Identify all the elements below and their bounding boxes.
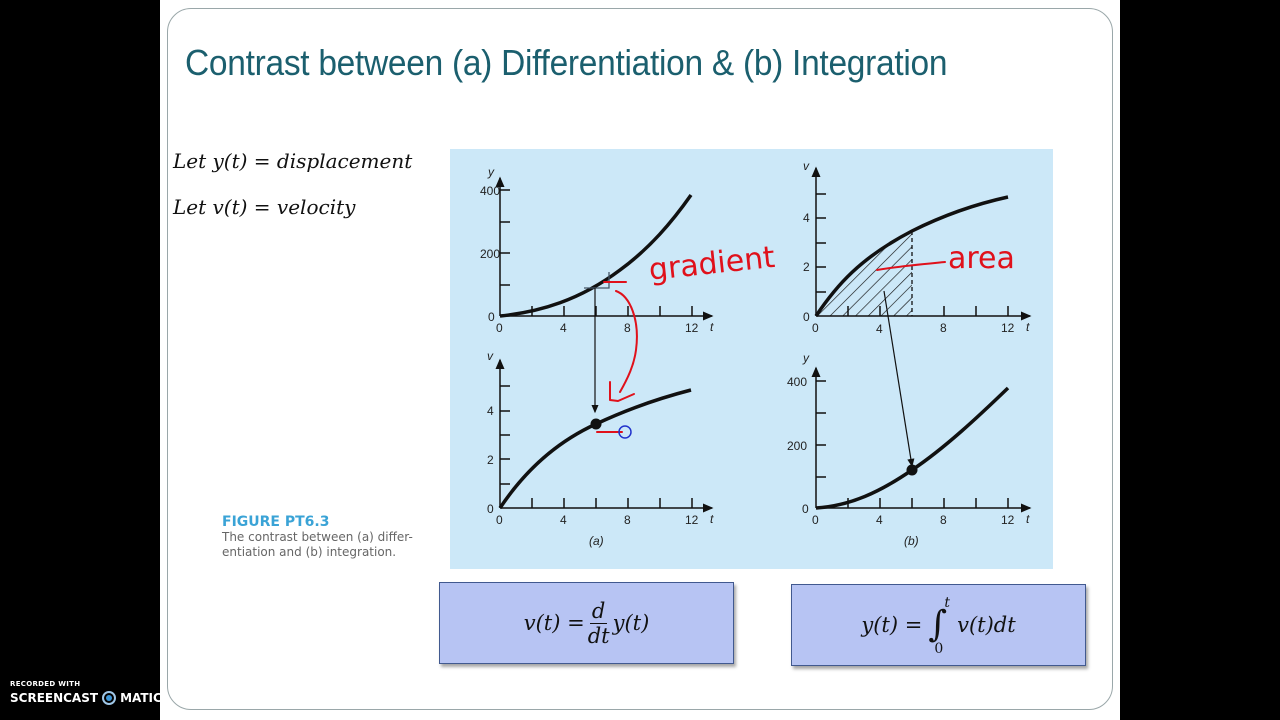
fraction-numerator: d bbox=[589, 598, 608, 624]
figure-caption: FIGURE PT6.3 The contrast between (a) di… bbox=[222, 514, 442, 560]
svg-text:t: t bbox=[710, 512, 714, 526]
watermark-brand-right: MATIC bbox=[120, 691, 162, 705]
record-icon bbox=[102, 691, 117, 705]
svg-text:4: 4 bbox=[876, 513, 883, 527]
figure-caption-title: FIGURE PT6.3 bbox=[222, 514, 330, 530]
watermark-recorded-with: RECORDED WITH bbox=[10, 680, 81, 688]
svg-text:200: 200 bbox=[787, 439, 807, 453]
integral-equation-box: y(t) = ∫ t 0 v(t)dt bbox=[791, 584, 1086, 666]
derivative-lhs: v(t) = bbox=[523, 611, 585, 635]
svg-text:0: 0 bbox=[802, 502, 809, 516]
chart-b-top: 4 2 0 0 4 8 12 t v bbox=[803, 159, 1032, 468]
svg-text:0: 0 bbox=[812, 321, 819, 335]
svg-text:y: y bbox=[802, 351, 810, 365]
integral-icon: ∫ bbox=[928, 604, 948, 645]
integral-upper-limit: t bbox=[944, 595, 950, 611]
svg-text:0: 0 bbox=[487, 502, 494, 516]
svg-text:v: v bbox=[487, 349, 494, 363]
chart-b-bottom: 400 200 0 0 4 8 12 t y (b) bbox=[787, 351, 1032, 548]
svg-text:8: 8 bbox=[624, 513, 631, 527]
svg-text:8: 8 bbox=[940, 321, 947, 335]
figure-caption-line2: entiation and (b) integration. bbox=[222, 545, 397, 559]
figure-background bbox=[450, 149, 1053, 569]
integral-lower-limit: 0 bbox=[934, 641, 944, 657]
svg-text:v: v bbox=[803, 159, 810, 173]
svg-text:200: 200 bbox=[480, 247, 500, 261]
svg-text:0: 0 bbox=[812, 513, 819, 527]
fraction-denominator: dt bbox=[587, 623, 610, 648]
svg-text:12: 12 bbox=[1001, 513, 1015, 527]
svg-text:4: 4 bbox=[560, 513, 567, 527]
derivative-equation-box: v(t) = d dt y(t) bbox=[439, 582, 734, 664]
svg-text:(b): (b) bbox=[904, 534, 919, 548]
svg-text:t: t bbox=[1026, 320, 1030, 334]
svg-text:4: 4 bbox=[876, 322, 883, 336]
slide-frame bbox=[167, 8, 1113, 710]
svg-text:y: y bbox=[487, 165, 495, 179]
svg-text:0: 0 bbox=[488, 310, 495, 324]
svg-text:8: 8 bbox=[940, 513, 947, 527]
svg-text:0: 0 bbox=[803, 310, 810, 324]
chart-a-top: 400 200 0 0 4 8 12 t y bbox=[480, 165, 714, 414]
svg-text:400: 400 bbox=[480, 184, 500, 198]
svg-text:t: t bbox=[710, 320, 714, 334]
svg-text:12: 12 bbox=[685, 513, 699, 527]
svg-text:(a): (a) bbox=[589, 534, 604, 548]
svg-text:t: t bbox=[1026, 512, 1030, 526]
svg-text:12: 12 bbox=[1001, 321, 1015, 335]
figure-caption-line1: The contrast between (a) differ- bbox=[222, 530, 413, 544]
screencast-watermark: RECORDED WITH SCREENCAST MATIC bbox=[10, 680, 162, 705]
derivative-rhs: y(t) bbox=[612, 611, 650, 635]
svg-text:4: 4 bbox=[487, 404, 494, 418]
area-label: area bbox=[948, 241, 1015, 276]
integral-sign: ∫ t 0 bbox=[928, 595, 950, 657]
definition-displacement: Let y(t) = displacement bbox=[173, 149, 413, 173]
svg-text:4: 4 bbox=[803, 211, 810, 225]
svg-text:0: 0 bbox=[496, 321, 503, 335]
svg-text:0: 0 bbox=[496, 513, 503, 527]
svg-text:2: 2 bbox=[803, 260, 810, 274]
svg-text:400: 400 bbox=[787, 375, 807, 389]
handwritten-annotations bbox=[596, 261, 946, 433]
svg-text:12: 12 bbox=[685, 321, 699, 335]
derivative-fraction: d dt bbox=[588, 599, 610, 648]
cursor-marker bbox=[618, 425, 632, 439]
svg-text:8: 8 bbox=[624, 321, 631, 335]
integral-lhs: y(t) = bbox=[861, 613, 923, 637]
definition-velocity: Let v(t) = velocity bbox=[173, 195, 356, 219]
svg-text:2: 2 bbox=[487, 453, 494, 467]
integral-rhs: v(t)dt bbox=[957, 613, 1016, 637]
chart-a-bottom: 4 2 0 0 4 8 12 t v (a) bbox=[487, 349, 714, 548]
watermark-brand-left: SCREENCAST bbox=[10, 691, 99, 705]
svg-text:4: 4 bbox=[560, 321, 567, 335]
slide-title: Contrast between (a) Differentiation & (… bbox=[185, 42, 948, 83]
